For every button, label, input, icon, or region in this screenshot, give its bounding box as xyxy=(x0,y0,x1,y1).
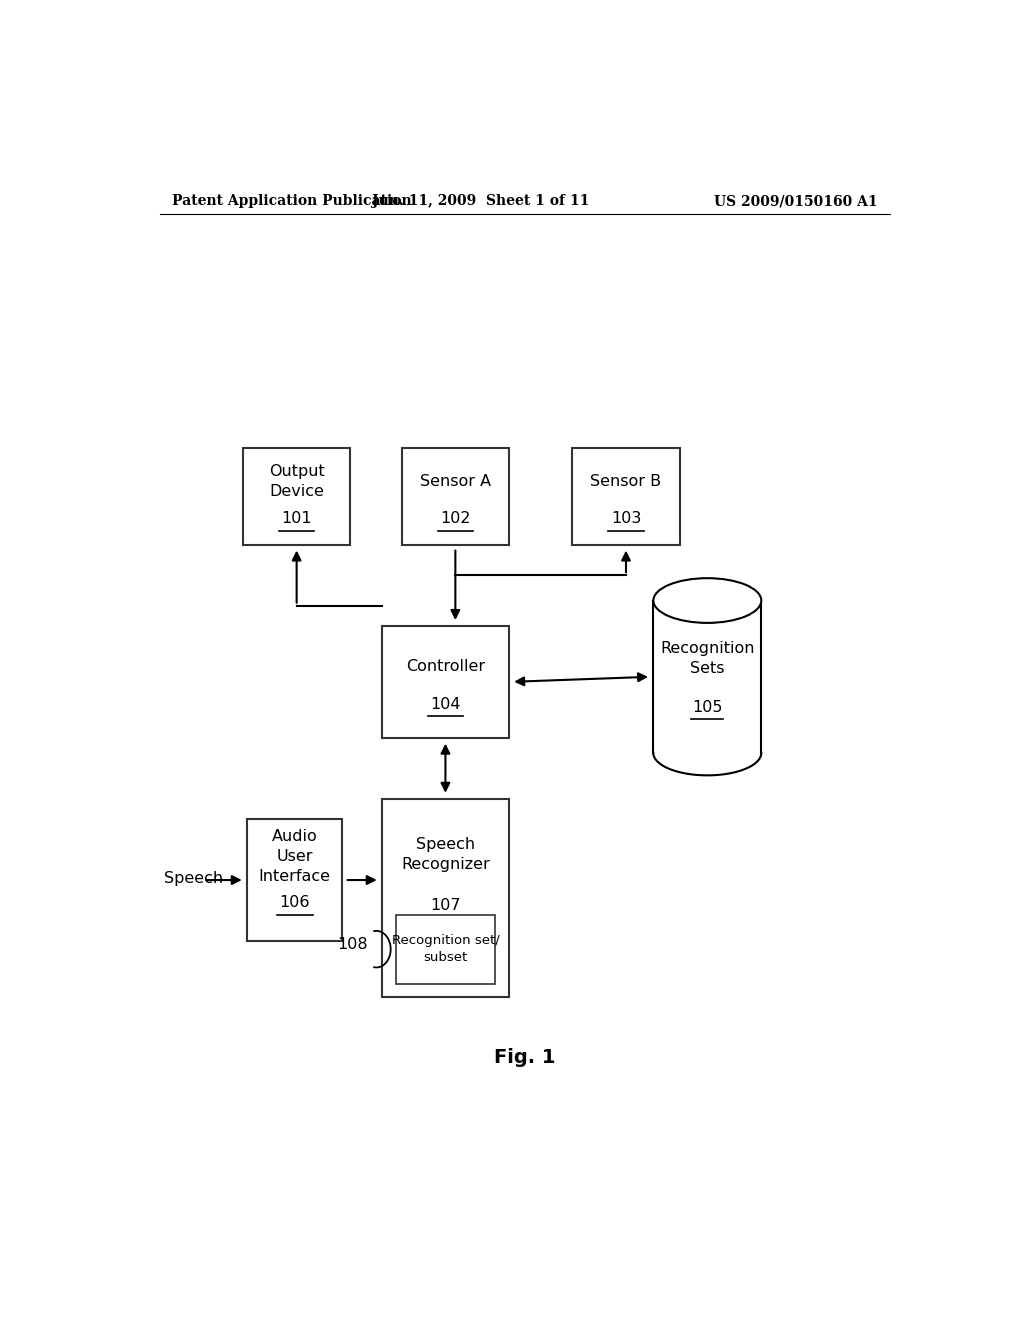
Text: Output
Device: Output Device xyxy=(268,463,325,499)
Text: US 2009/0150160 A1: US 2009/0150160 A1 xyxy=(715,194,878,209)
Text: Sensor B: Sensor B xyxy=(591,474,662,488)
Text: 102: 102 xyxy=(440,511,471,527)
Text: Controller: Controller xyxy=(406,659,485,675)
Text: 103: 103 xyxy=(610,511,641,527)
Text: Recognition
Sets: Recognition Sets xyxy=(660,642,755,676)
Bar xyxy=(396,915,495,983)
Bar xyxy=(572,447,680,545)
Text: Sensor A: Sensor A xyxy=(420,474,490,488)
Bar xyxy=(401,447,509,545)
Text: 101: 101 xyxy=(282,511,312,527)
Text: Fig. 1: Fig. 1 xyxy=(494,1048,556,1068)
Bar xyxy=(382,626,509,738)
Text: 104: 104 xyxy=(430,697,461,711)
Text: Speech
Recognizer: Speech Recognizer xyxy=(401,837,489,873)
Text: 106: 106 xyxy=(280,895,310,909)
Text: 105: 105 xyxy=(692,700,723,714)
Text: Audio
User
Interface: Audio User Interface xyxy=(259,829,331,884)
Text: Recognition set/
subset: Recognition set/ subset xyxy=(391,935,500,964)
Text: Speech: Speech xyxy=(164,870,223,886)
Text: 107: 107 xyxy=(430,898,461,913)
Text: Patent Application Publication: Patent Application Publication xyxy=(172,194,412,209)
Bar xyxy=(382,799,509,997)
Text: 108: 108 xyxy=(337,937,368,952)
Bar xyxy=(653,601,761,752)
Ellipse shape xyxy=(653,578,761,623)
Text: Jun. 11, 2009  Sheet 1 of 11: Jun. 11, 2009 Sheet 1 of 11 xyxy=(373,194,590,209)
Bar xyxy=(243,447,350,545)
Bar xyxy=(247,818,342,941)
